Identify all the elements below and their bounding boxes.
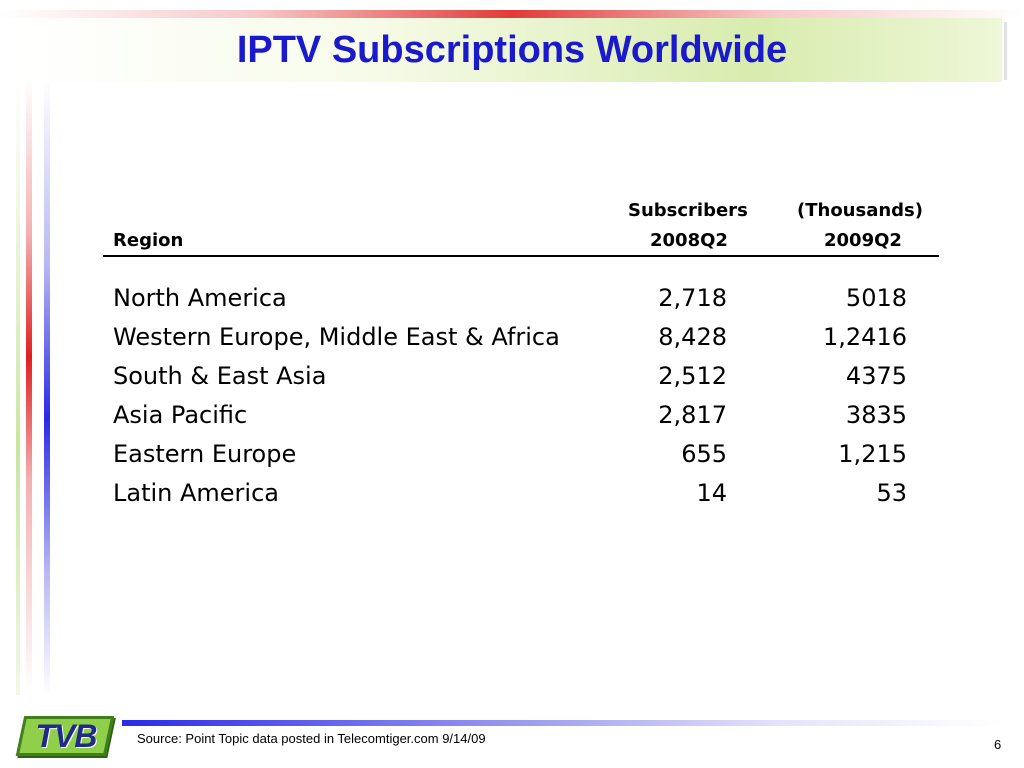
region-cell: Asia Pacific [113,401,248,429]
region-cell: North America [113,284,287,312]
header-subscribers: Subscribers [628,200,748,221]
table-row: Asia Pacific 2,817 3835 [103,398,939,437]
table-row: Western Europe, Middle East & Africa 8,4… [103,320,939,359]
left-bar-green [16,80,20,695]
top-decorative-stripe [0,10,1024,18]
left-bar-red [26,80,32,695]
tvb-logo: TVB [14,710,118,762]
value-2009q2-cell: 53 [876,479,907,507]
region-cell: South & East Asia [113,362,327,390]
table-row: South & East Asia 2,512 4375 [103,359,939,398]
value-2009q2-cell: 5018 [845,284,907,312]
value-2008q2-cell: 2,512 [658,362,727,390]
value-2009q2-cell: 1,2416 [823,323,907,351]
footer-rule [122,720,1002,726]
value-2009q2-cell: 1,215 [838,440,907,468]
header-region: Region [113,230,184,251]
region-cell: Western Europe, Middle East & Africa [113,323,560,351]
source-note: Source: Point Topic data posted in Telec… [137,731,486,746]
value-2008q2-cell: 8,428 [658,323,727,351]
header-rule [103,255,939,257]
header-2009q2: 2009Q2 [824,230,902,251]
table-row: Latin America 14 53 [103,476,939,515]
header-2008q2: 2008Q2 [650,230,728,251]
region-cell: Latin America [113,479,279,507]
value-2009q2-cell: 4375 [845,362,907,390]
value-2009q2-cell: 3835 [845,401,907,429]
table-row: Eastern Europe 655 1,215 [103,437,939,476]
table-row: North America 2,718 5018 [103,281,939,320]
slide-title: IPTV Subscriptions Worldwide [236,29,788,71]
value-2008q2-cell: 2,817 [658,401,727,429]
left-bar-blue [44,80,50,695]
title-band [22,18,1002,82]
value-2008q2-cell: 655 [681,440,727,468]
region-cell: Eastern Europe [113,440,297,468]
page-number: 6 [994,737,1002,752]
title-band-edge [1004,22,1007,80]
header-units: (Thousands) [797,200,923,221]
value-2008q2-cell: 2,718 [658,284,727,312]
value-2008q2-cell: 14 [696,479,727,507]
left-decorative-bars [16,80,56,695]
tvb-logo-text: TVB [35,718,98,754]
